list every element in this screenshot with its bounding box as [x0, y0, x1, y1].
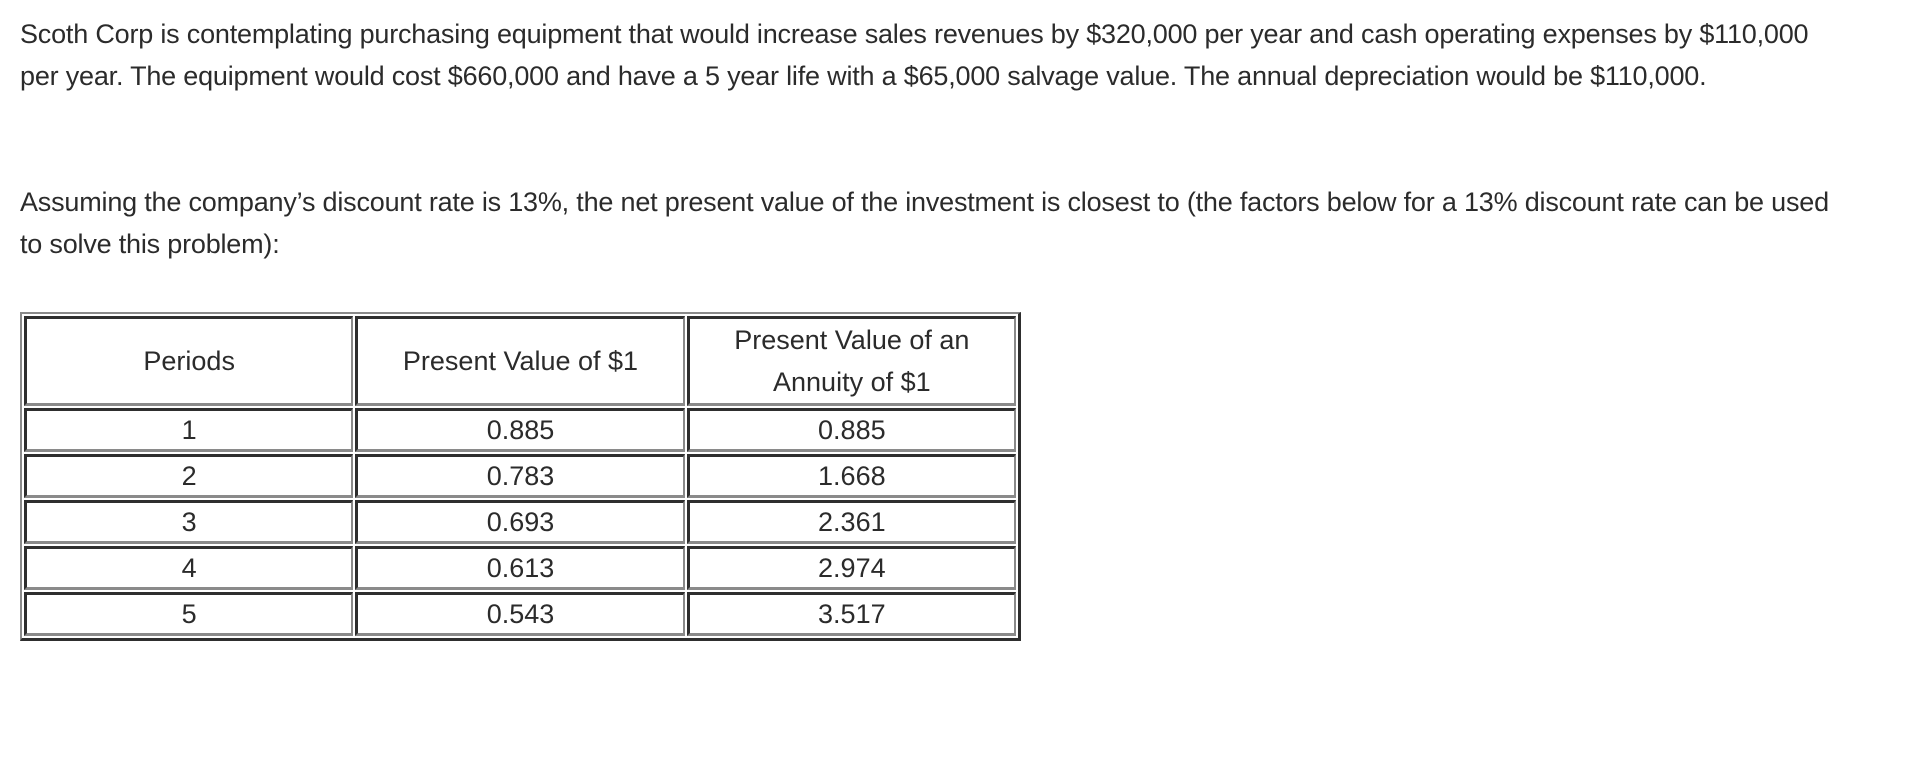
- table-row: 2 0.783 1.668: [24, 454, 1016, 498]
- cell-period: 3: [24, 500, 354, 544]
- cell-annuity-value: 2.974: [686, 546, 1016, 590]
- cell-present-value: 0.693: [355, 500, 685, 544]
- cell-present-value: 0.543: [355, 592, 685, 636]
- cell-annuity-value: 3.517: [686, 592, 1016, 636]
- cell-period: 4: [24, 546, 354, 590]
- cell-present-value: 0.613: [355, 546, 685, 590]
- cell-period: 5: [24, 592, 354, 636]
- problem-statement: Scoth Corp is contemplating purchasing e…: [20, 19, 1809, 91]
- cell-present-value: 0.783: [355, 454, 685, 498]
- cell-present-value: 0.885: [355, 408, 685, 452]
- cell-annuity-value: 1.668: [686, 454, 1016, 498]
- table-header-row: Periods Present Value of $1 Present Valu…: [24, 316, 1016, 406]
- cell-annuity-value: 2.361: [686, 500, 1016, 544]
- table-row: 5 0.543 3.517: [24, 592, 1016, 636]
- header-present-value: Present Value of $1: [355, 316, 685, 406]
- cell-annuity-value: 0.885: [686, 408, 1016, 452]
- cell-period: 2: [24, 454, 354, 498]
- present-value-factors-table: Periods Present Value of $1 Present Valu…: [20, 312, 1021, 641]
- header-periods: Periods: [24, 316, 354, 406]
- header-present-value-annuity: Present Value of an Annuity of $1: [686, 316, 1016, 406]
- table-row: 4 0.613 2.974: [24, 546, 1016, 590]
- table-row: 3 0.693 2.361: [24, 500, 1016, 544]
- problem-prompt: Assuming the company’s discount rate is …: [20, 187, 1829, 259]
- cell-period: 1: [24, 408, 354, 452]
- table-row: 1 0.885 0.885: [24, 408, 1016, 452]
